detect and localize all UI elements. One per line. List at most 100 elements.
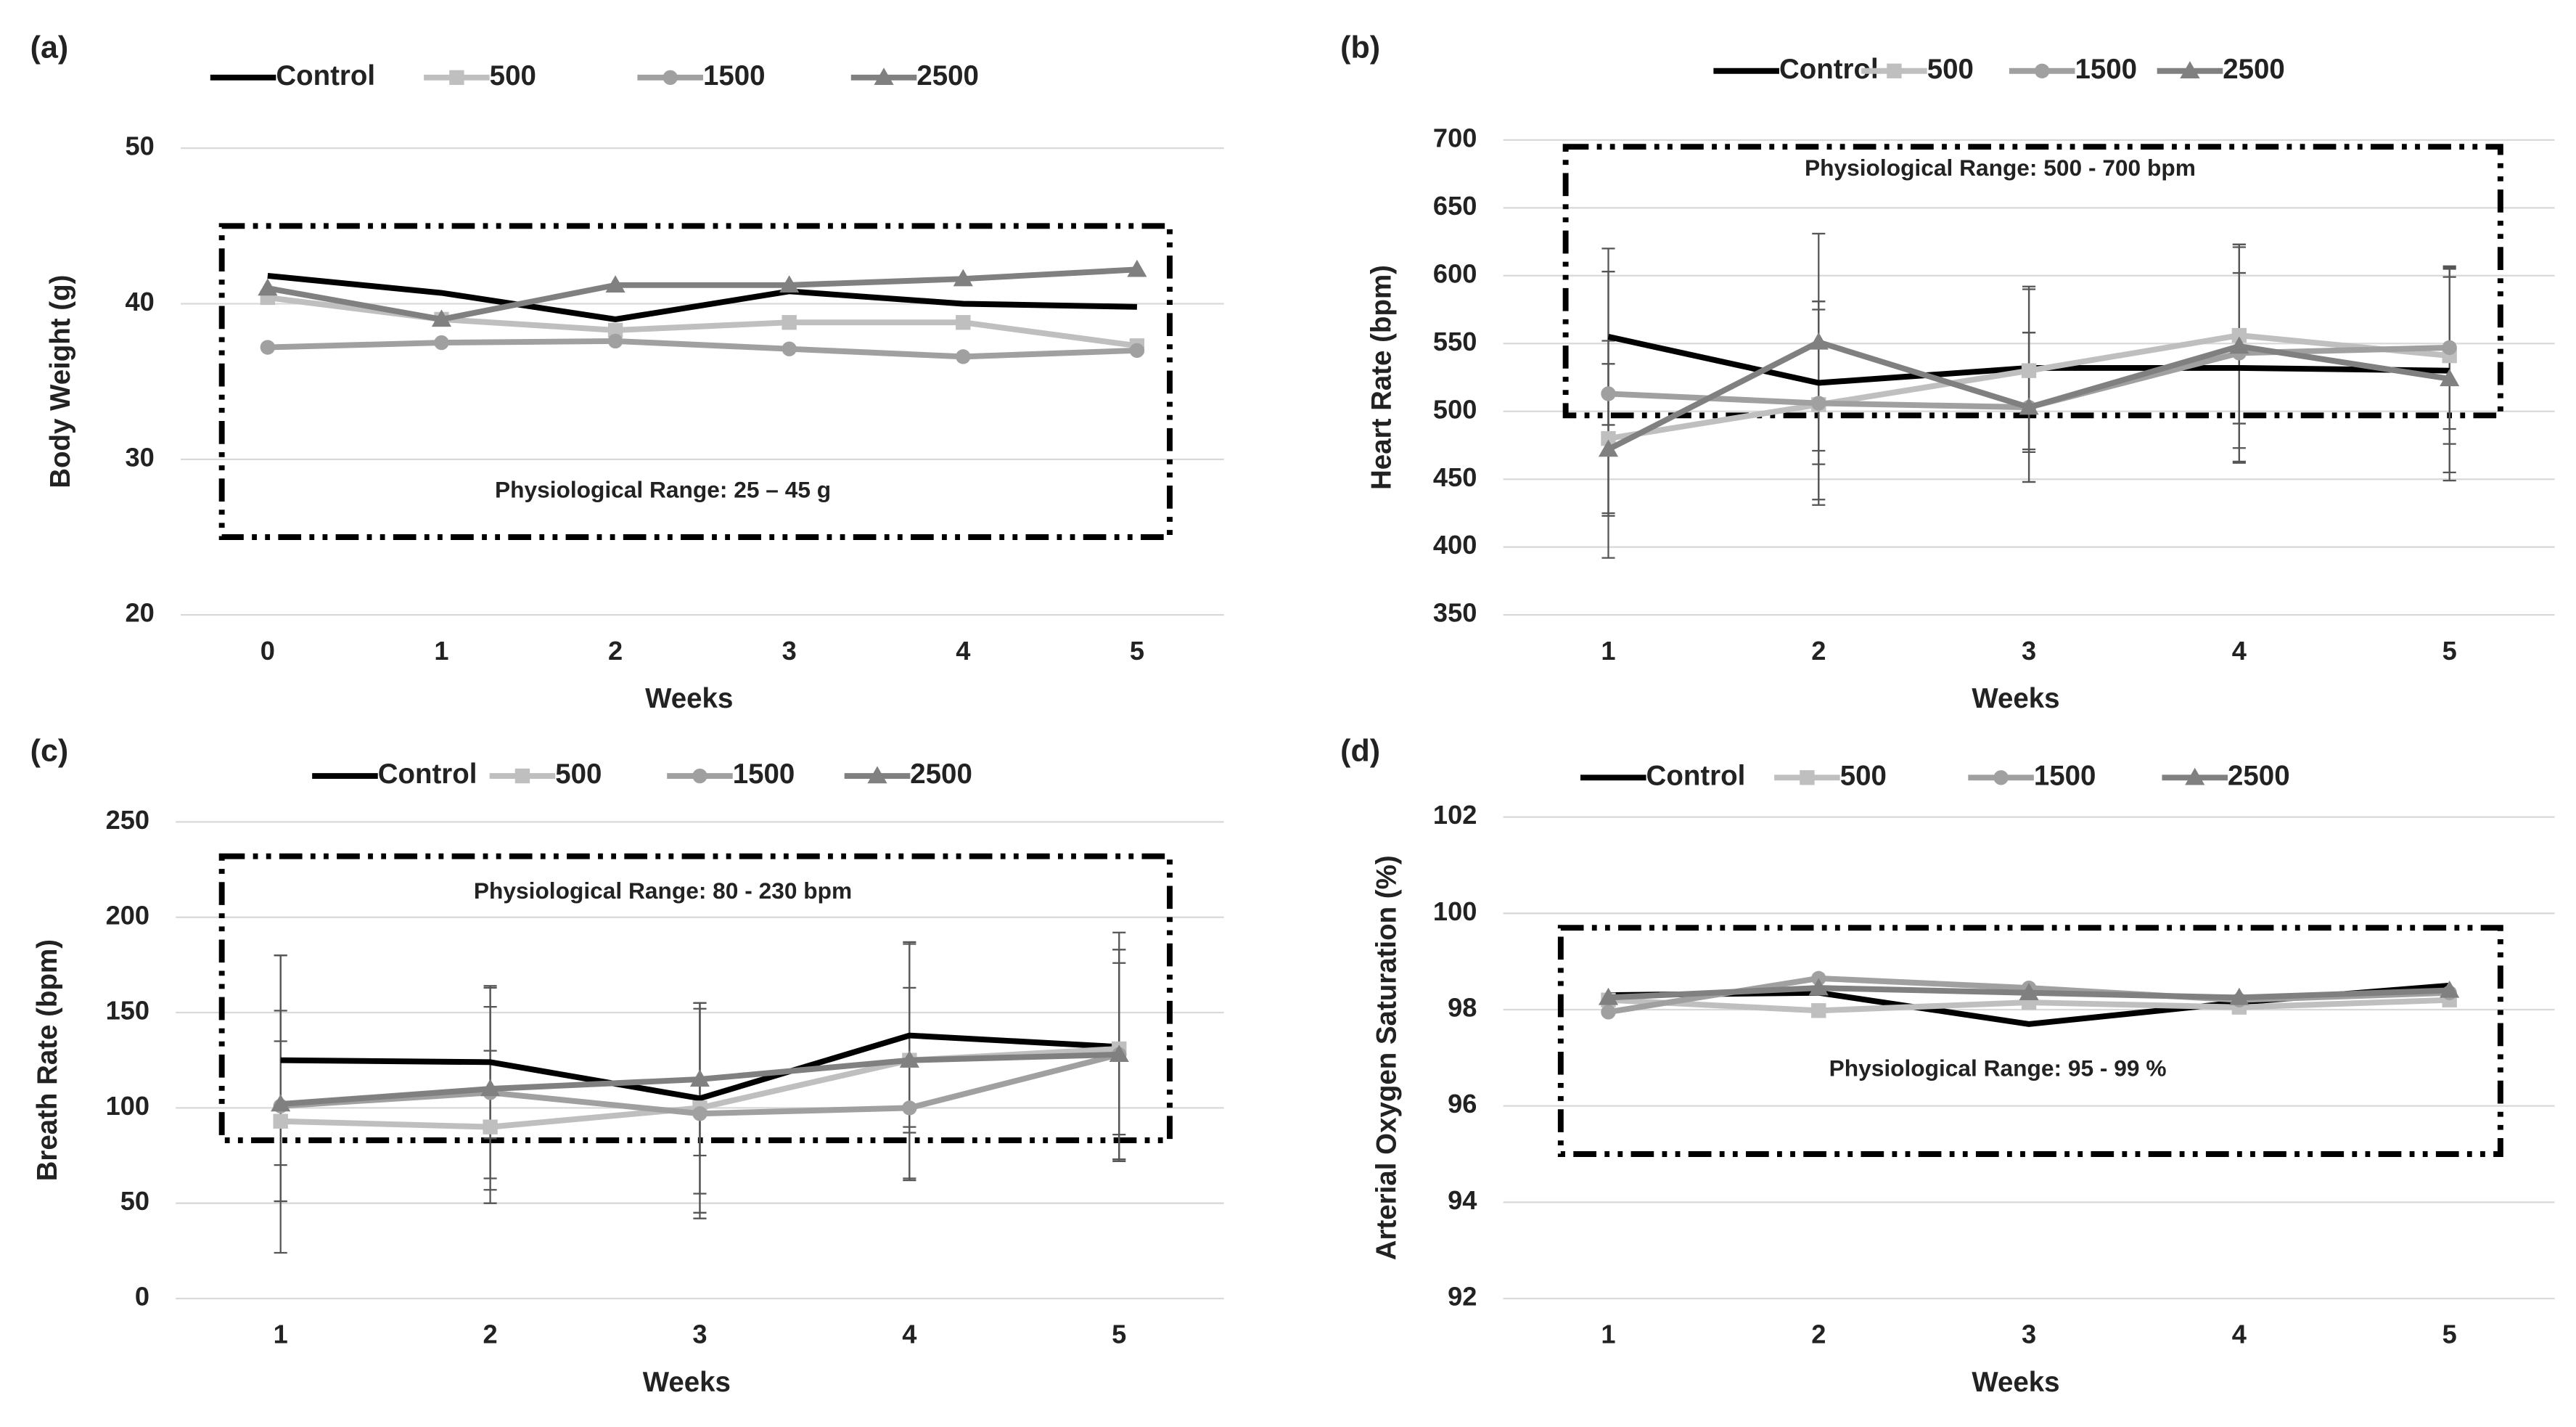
legend-marker xyxy=(1887,63,1902,78)
x-axis-title: Weeks xyxy=(643,1367,731,1398)
x-tick-label: 2 xyxy=(1811,1320,1826,1349)
range-box xyxy=(1557,925,2503,1157)
y-tick-label: 96 xyxy=(1448,1089,1477,1119)
marker xyxy=(899,1050,919,1068)
panel-label: (c) xyxy=(30,734,69,769)
x-tick-label: 0 xyxy=(261,636,275,666)
legend-label: 2500 xyxy=(2223,54,2285,85)
x-axis-title: Weeks xyxy=(1972,683,2059,714)
series-line xyxy=(267,338,1138,360)
x-tick-label: 4 xyxy=(2232,1320,2247,1349)
marker xyxy=(782,315,797,330)
x-tick-label: 1 xyxy=(1601,1320,1615,1349)
x-tick-label: 5 xyxy=(1112,1320,1126,1349)
x-axis-title: Weeks xyxy=(645,683,733,714)
marker xyxy=(1127,259,1147,277)
legend-marker xyxy=(2035,63,2050,78)
y-tick-label: 100 xyxy=(106,1091,149,1121)
legend-marker xyxy=(514,768,530,784)
x-tick-label: 3 xyxy=(782,636,797,666)
y-tick-label: 150 xyxy=(106,996,149,1026)
y-axis-title: Arterial Oxygen Saturation (%) xyxy=(1371,855,1402,1260)
range-box xyxy=(1562,144,2503,419)
marker xyxy=(480,1079,501,1097)
marker xyxy=(607,333,623,349)
marker xyxy=(2229,336,2249,354)
marker xyxy=(1601,430,1616,446)
legend-marker xyxy=(1993,770,2009,785)
marker xyxy=(483,1119,498,1134)
marker xyxy=(2442,340,2457,356)
y-tick-label: 0 xyxy=(135,1282,149,1312)
marker xyxy=(956,315,971,330)
marker xyxy=(1601,1005,1616,1020)
legend-label: Control xyxy=(1646,760,1746,791)
range-annotation: Physiological Range: 500 - 700 bpm xyxy=(1805,155,2196,181)
marker xyxy=(1598,439,1619,457)
range-box xyxy=(218,223,1173,540)
marker xyxy=(1129,343,1145,358)
legend-marker xyxy=(663,70,678,86)
marker xyxy=(2231,327,2247,343)
marker xyxy=(1808,332,1829,350)
legend-label: 2500 xyxy=(910,759,972,790)
range-annotation: Physiological Range: 80 - 230 bpm xyxy=(474,878,852,904)
legend-label: 2500 xyxy=(916,60,979,91)
marker xyxy=(2019,397,2039,415)
y-tick-label: 350 xyxy=(1433,598,1477,628)
marker xyxy=(956,349,971,364)
legend-marker xyxy=(2180,61,2200,78)
y-tick-label: 20 xyxy=(126,598,155,628)
legend-label: 2500 xyxy=(2228,760,2290,791)
y-tick-label: 650 xyxy=(1433,191,1477,221)
marker xyxy=(258,278,278,296)
x-tick-label: 5 xyxy=(2442,1320,2457,1349)
legend-marker xyxy=(692,768,707,784)
legend-label: 1500 xyxy=(2034,760,2096,791)
y-tick-label: 50 xyxy=(120,1186,149,1216)
marker xyxy=(782,341,797,356)
y-tick-label: 98 xyxy=(1448,993,1477,1023)
x-tick-label: 4 xyxy=(902,1320,916,1349)
y-tick-label: 92 xyxy=(1448,1282,1477,1312)
legend-label: 500 xyxy=(1840,760,1887,791)
marker xyxy=(1109,1044,1129,1063)
marker xyxy=(605,275,625,293)
x-tick-label: 1 xyxy=(1601,636,1615,666)
x-tick-label: 1 xyxy=(434,636,448,666)
marker xyxy=(607,322,623,338)
panel-label: (d) xyxy=(1340,734,1380,769)
y-tick-label: 500 xyxy=(1433,394,1477,424)
series-line xyxy=(280,1032,1120,1102)
y-tick-label: 600 xyxy=(1433,258,1477,288)
x-tick-label: 2 xyxy=(483,1320,498,1349)
legend-marker xyxy=(2185,767,2205,785)
range-annotation: Physiological Range: 95 - 99 % xyxy=(1829,1055,2167,1082)
legend-marker xyxy=(449,70,464,86)
y-axis-title: Breath Rate (bpm) xyxy=(32,939,63,1181)
marker xyxy=(689,1069,710,1087)
x-tick-label: 4 xyxy=(2232,636,2247,666)
legend-label: 1500 xyxy=(703,60,766,91)
marker xyxy=(779,275,800,293)
x-tick-label: 2 xyxy=(608,636,623,666)
x-axis-title: Weeks xyxy=(1972,1367,2059,1398)
marker xyxy=(271,1094,291,1112)
series-line xyxy=(267,272,1137,322)
x-tick-label: 5 xyxy=(1130,636,1144,666)
x-tick-label: 3 xyxy=(2022,1320,2036,1349)
y-axis-title: Body Weight (g) xyxy=(45,275,76,488)
series-line xyxy=(267,266,1138,322)
marker xyxy=(434,335,449,351)
marker xyxy=(1811,396,1826,411)
legend-label: 1500 xyxy=(2075,54,2137,85)
legend-marker xyxy=(874,68,894,86)
y-tick-label: 50 xyxy=(126,131,155,161)
y-tick-label: 40 xyxy=(126,287,155,316)
y-tick-label: 200 xyxy=(106,900,149,930)
y-tick-label: 250 xyxy=(106,805,149,835)
x-tick-label: 1 xyxy=(274,1320,288,1349)
x-tick-label: 3 xyxy=(692,1320,707,1349)
panel-label: (a) xyxy=(30,30,69,65)
